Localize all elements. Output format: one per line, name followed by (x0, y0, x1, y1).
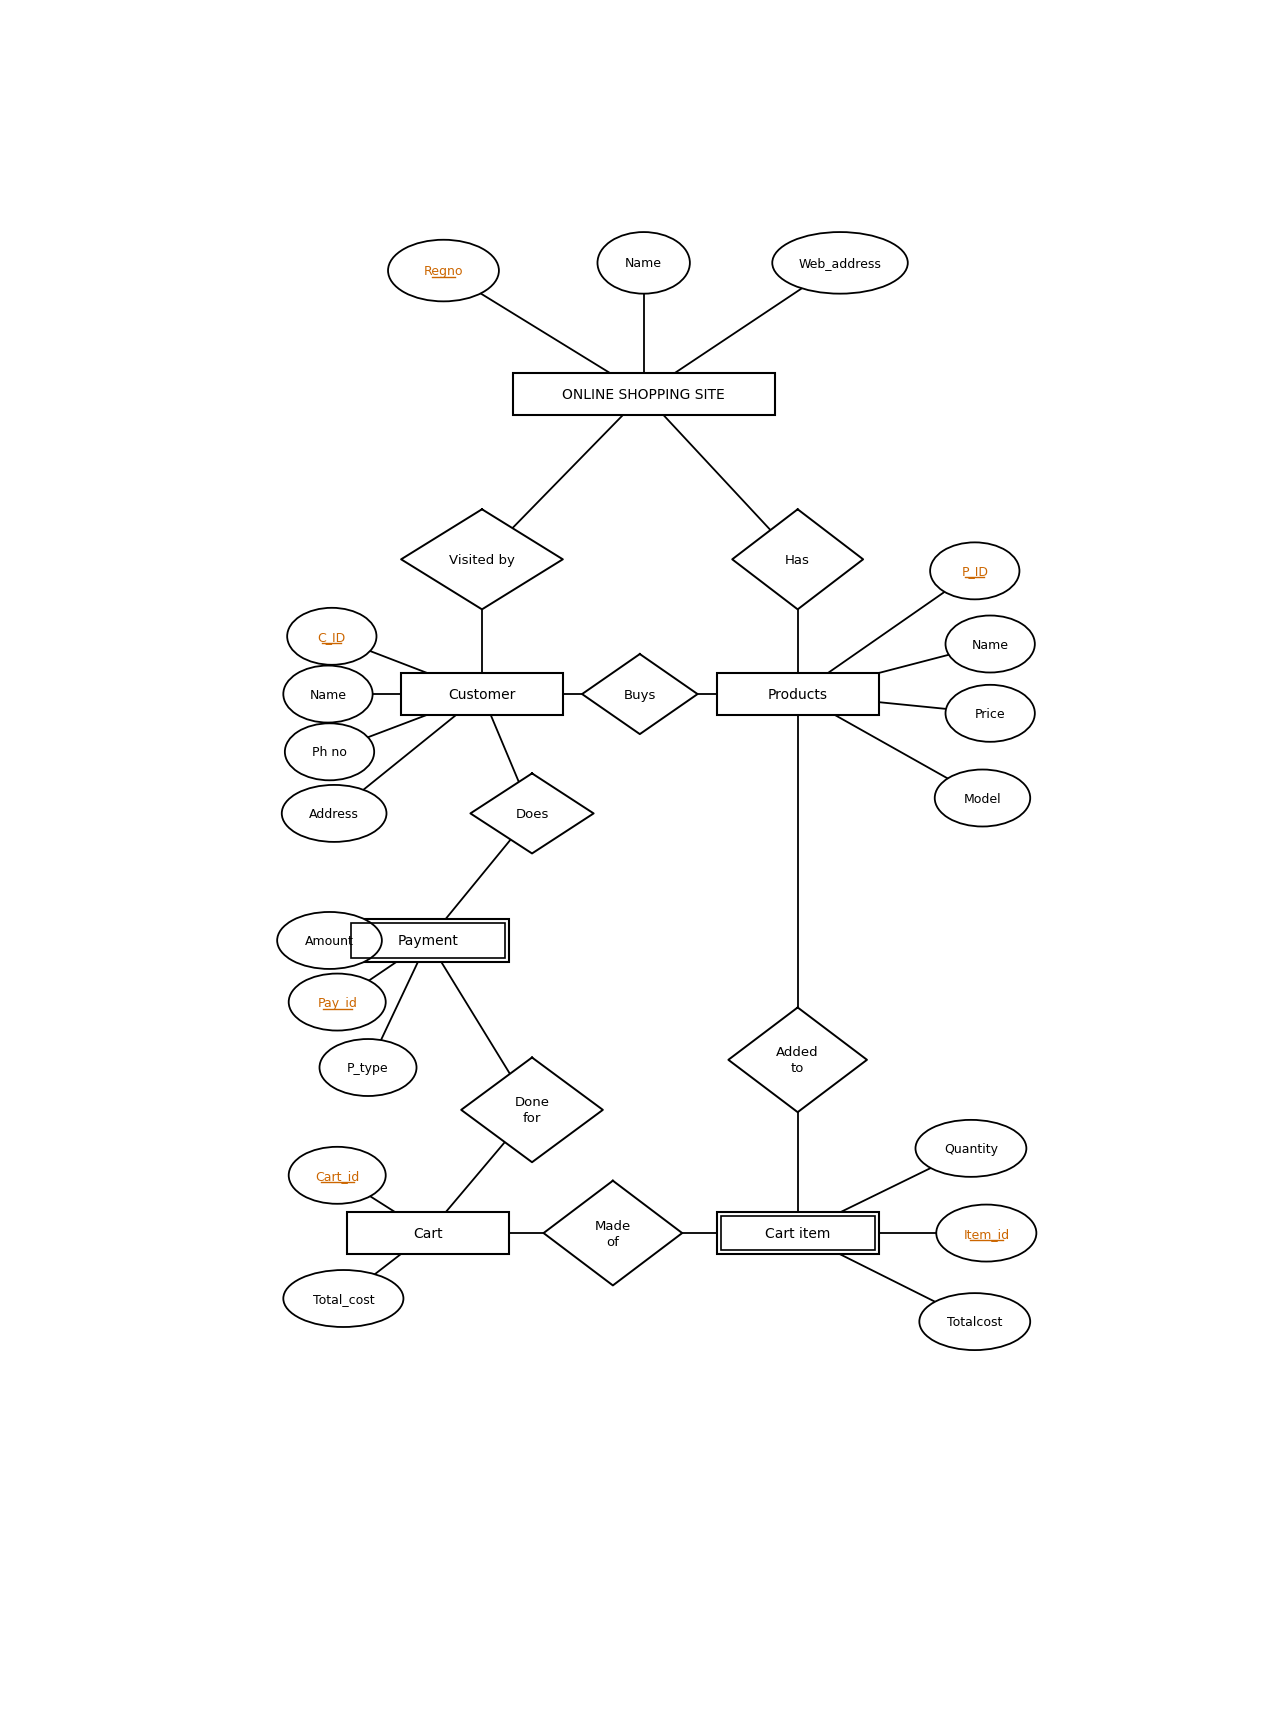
Text: Name: Name (310, 687, 346, 701)
Text: C_ID: C_ID (318, 631, 346, 643)
Ellipse shape (285, 724, 374, 781)
Text: Item_id: Item_id (963, 1227, 1010, 1241)
Ellipse shape (936, 1204, 1037, 1261)
Polygon shape (732, 510, 863, 610)
Text: Total_cost: Total_cost (312, 1292, 374, 1306)
Text: Cart_id: Cart_id (315, 1170, 359, 1182)
FancyBboxPatch shape (347, 1213, 509, 1254)
Polygon shape (401, 510, 563, 610)
Text: Made
of: Made of (594, 1218, 631, 1247)
Ellipse shape (773, 233, 908, 295)
Ellipse shape (388, 241, 499, 302)
Text: Cart: Cart (413, 1227, 442, 1241)
Text: P_ID: P_ID (961, 565, 988, 577)
Text: Quantity: Quantity (944, 1142, 998, 1154)
Ellipse shape (283, 667, 373, 724)
Polygon shape (471, 774, 594, 855)
Ellipse shape (945, 686, 1035, 743)
Text: Customer: Customer (449, 687, 516, 701)
Ellipse shape (916, 1120, 1026, 1177)
Text: P_type: P_type (347, 1061, 388, 1075)
Ellipse shape (288, 973, 386, 1030)
FancyBboxPatch shape (347, 920, 509, 961)
Text: Done
for: Done for (514, 1096, 549, 1125)
Ellipse shape (919, 1294, 1030, 1351)
Ellipse shape (288, 1148, 386, 1204)
Text: Pay_id: Pay_id (318, 996, 358, 1010)
Text: ONLINE SHOPPING SITE: ONLINE SHOPPING SITE (562, 388, 725, 401)
Polygon shape (728, 1008, 867, 1113)
Text: Amount: Amount (305, 934, 354, 948)
Ellipse shape (598, 233, 689, 295)
Ellipse shape (278, 913, 382, 970)
Text: Web_address: Web_address (799, 257, 881, 271)
Polygon shape (462, 1058, 603, 1163)
Text: Address: Address (309, 808, 359, 820)
FancyBboxPatch shape (513, 374, 774, 415)
Polygon shape (583, 655, 697, 734)
Text: Products: Products (768, 687, 828, 701)
Ellipse shape (319, 1039, 417, 1096)
FancyBboxPatch shape (716, 1213, 878, 1254)
Text: Cart item: Cart item (765, 1227, 831, 1241)
Text: Added
to: Added to (777, 1046, 819, 1075)
Text: Buys: Buys (624, 687, 656, 701)
Ellipse shape (287, 608, 377, 665)
Polygon shape (544, 1180, 682, 1285)
Ellipse shape (282, 786, 387, 843)
Text: Price: Price (975, 708, 1006, 720)
Text: Name: Name (972, 638, 1008, 651)
Text: Totalcost: Totalcost (946, 1315, 1003, 1328)
Text: Visited by: Visited by (449, 553, 514, 567)
Text: Payment: Payment (397, 934, 459, 948)
Ellipse shape (945, 617, 1035, 674)
Text: Ph no: Ph no (312, 746, 347, 758)
Text: Does: Does (516, 808, 549, 820)
Text: Name: Name (625, 257, 662, 271)
FancyBboxPatch shape (716, 674, 878, 715)
Text: Has: Has (786, 553, 810, 567)
Text: Regno: Regno (423, 265, 463, 277)
Ellipse shape (283, 1270, 404, 1327)
Ellipse shape (930, 543, 1020, 600)
FancyBboxPatch shape (401, 674, 563, 715)
Ellipse shape (935, 770, 1030, 827)
Text: Model: Model (963, 793, 1002, 805)
